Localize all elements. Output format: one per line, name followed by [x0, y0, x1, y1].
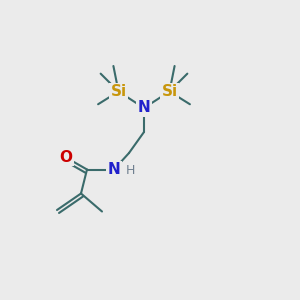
Text: H: H	[126, 164, 135, 178]
Text: Si: Si	[161, 84, 178, 99]
Text: O: O	[59, 150, 73, 165]
Text: N: N	[138, 100, 150, 116]
Text: Si: Si	[110, 84, 127, 99]
Text: N: N	[108, 162, 120, 177]
